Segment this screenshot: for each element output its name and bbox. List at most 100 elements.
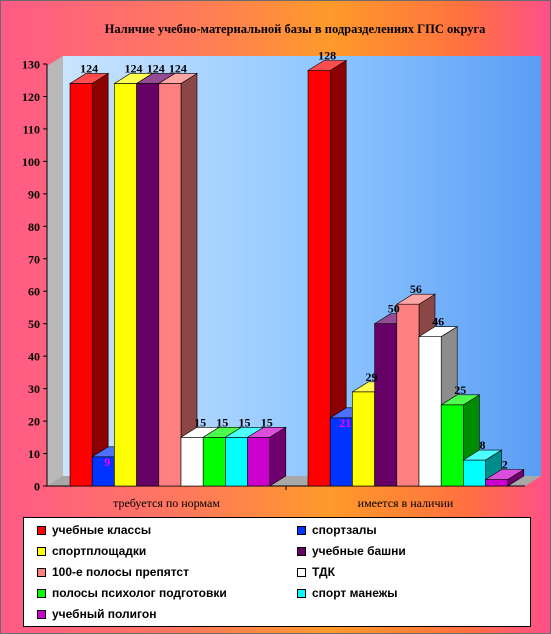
bar [484, 468, 525, 487]
legend-swatch [297, 546, 306, 556]
legend-label: учебные классы [52, 523, 152, 537]
bar-top [462, 449, 503, 461]
y-tick-label: 100 [22, 155, 40, 169]
legend-label: спорт манежы [312, 586, 398, 600]
bar-front [396, 303, 420, 487]
y-tick-label: 80 [28, 220, 40, 234]
legend-swatch [37, 525, 46, 535]
bar [306, 59, 348, 487]
bar-value-label: 128 [318, 48, 336, 62]
bar-value-label: 124 [125, 61, 143, 75]
bar-value-label: 124 [80, 61, 98, 75]
bar-front [225, 437, 248, 487]
bar-value-label: 9 [104, 455, 110, 469]
bar-front [202, 437, 226, 487]
y-tick-label: 110 [23, 122, 40, 136]
legend-label: спортзалы [312, 523, 377, 537]
bar-value-label: 56 [410, 282, 422, 296]
bar-front [374, 323, 398, 487]
y-tick-label: 50 [28, 317, 40, 331]
legend-label: учебные башни [312, 544, 406, 558]
bar [68, 72, 110, 487]
legend: учебные классы спортзалы спортплощадки учеб… [23, 517, 531, 627]
legend-swatch [37, 546, 46, 556]
bar-front [91, 456, 115, 487]
bar-front [158, 83, 182, 487]
bar-front [307, 70, 331, 487]
bar-value-label: 29 [366, 370, 378, 384]
legend-label: ТДК [312, 565, 335, 579]
y-tick-label: 130 [22, 58, 40, 72]
y-tick-label: 0 [34, 480, 40, 494]
legend-swatch [37, 588, 46, 598]
legend-item: спорт манежы [297, 586, 398, 600]
chart-side-wall [47, 56, 63, 486]
bar-value-label: 8 [480, 438, 486, 452]
y-tick-label: 10 [28, 447, 40, 461]
bar [157, 72, 199, 487]
legend-swatch [297, 525, 306, 535]
legend-label: спортплощадки [52, 544, 147, 558]
bar-top [246, 427, 287, 438]
bar-value-label: 25 [454, 383, 466, 397]
bar-front [114, 83, 137, 487]
bar-value-label: 15 [239, 415, 251, 429]
bar-top [68, 73, 110, 84]
legend-item: учебный полигон [37, 607, 156, 621]
bar-top [440, 394, 481, 406]
legend-item: учебные классы [37, 523, 151, 537]
bar-front [440, 404, 464, 487]
bars [68, 59, 525, 487]
chart-title: Наличие учебно-материальной базы в подра… [105, 22, 487, 36]
bar-value-label: 124 [147, 61, 165, 75]
bar [246, 426, 287, 487]
bar-top [484, 469, 525, 480]
bar-value-label: 2 [502, 458, 508, 472]
bar-top [417, 326, 459, 337]
legend-swatch [37, 567, 46, 577]
bar-front [136, 83, 160, 487]
y-tick-label: 70 [28, 252, 40, 266]
bar-value-label: 15 [194, 415, 206, 429]
y-tick-label: 60 [28, 285, 40, 299]
legend-swatch [297, 588, 306, 598]
legend-item: ТДК [297, 565, 335, 579]
bar-front [180, 437, 204, 487]
x-axis-labels: требуется по нормам имеется в наличии [113, 486, 454, 510]
bar-side [91, 72, 109, 487]
legend-item: учебные башни [297, 544, 406, 558]
y-tick-label: 90 [28, 187, 40, 201]
legend-swatch [37, 609, 46, 619]
bar-front [485, 479, 509, 487]
y-axis-ticks: 0 10 20 30 40 50 60 70 80 90 100 110 120 130 [22, 58, 47, 494]
bar-value-label: 15 [216, 415, 228, 429]
x-category-label: требуется по нормам [113, 496, 220, 510]
legend-label: учебный полигон [52, 607, 157, 621]
x-category-label: имеется в наличии [358, 496, 454, 510]
bar-front [463, 459, 486, 487]
bar-value-label: 50 [388, 302, 400, 316]
legend-label: полосы психолог подготовки [52, 586, 227, 600]
bar-value-label: 124 [169, 61, 187, 75]
bar-front [352, 391, 375, 487]
bar-value-label: 15 [261, 415, 273, 429]
bar-front [418, 336, 442, 487]
y-tick-label: 20 [28, 415, 40, 429]
y-tick-label: 40 [28, 350, 40, 364]
data-labels: 124 9 124 124 124 15 15 15 15 128 21 29 50 56 46 25 8 2 [80, 48, 508, 471]
legend-swatch [297, 567, 306, 577]
bar-value-label: 46 [432, 315, 444, 329]
legend-item: 100-е полосы препятст [37, 565, 189, 579]
bar-value-label: 21 [339, 416, 351, 430]
legend-label: 100-е полосы препятст [52, 565, 189, 579]
bar-front [247, 437, 271, 487]
bar-top [157, 73, 199, 84]
y-tick-label: 120 [22, 90, 40, 104]
y-tick-label: 30 [28, 382, 40, 396]
bar-front [69, 83, 93, 487]
legend-item: спортплощадки [37, 544, 146, 558]
legend-item: спортзалы [297, 523, 377, 537]
bar-top [395, 293, 437, 305]
